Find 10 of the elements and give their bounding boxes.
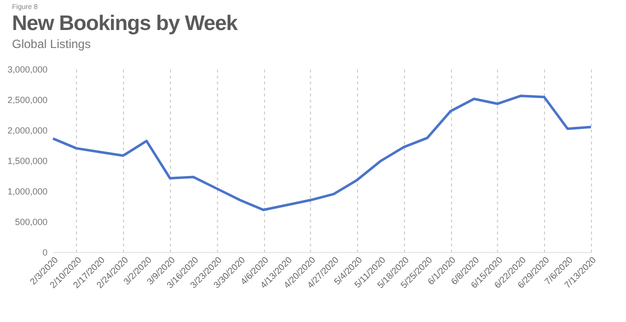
y-tick-label: 1,000,000 [7,186,48,196]
y-tick-label: 3,000,000 [7,64,48,74]
line-series [52,94,592,212]
chart-subtitle: Global Listings [12,37,92,51]
y-tick-label: 500,000 [14,217,48,227]
y-tick-label: 0 [42,248,48,258]
y-tick-label: 1,500,000 [7,156,48,166]
chart-title: New Bookings by Week [12,11,239,37]
y-tick-label: 2,000,000 [7,126,48,136]
y-tick-label: 2,500,000 [7,95,48,105]
